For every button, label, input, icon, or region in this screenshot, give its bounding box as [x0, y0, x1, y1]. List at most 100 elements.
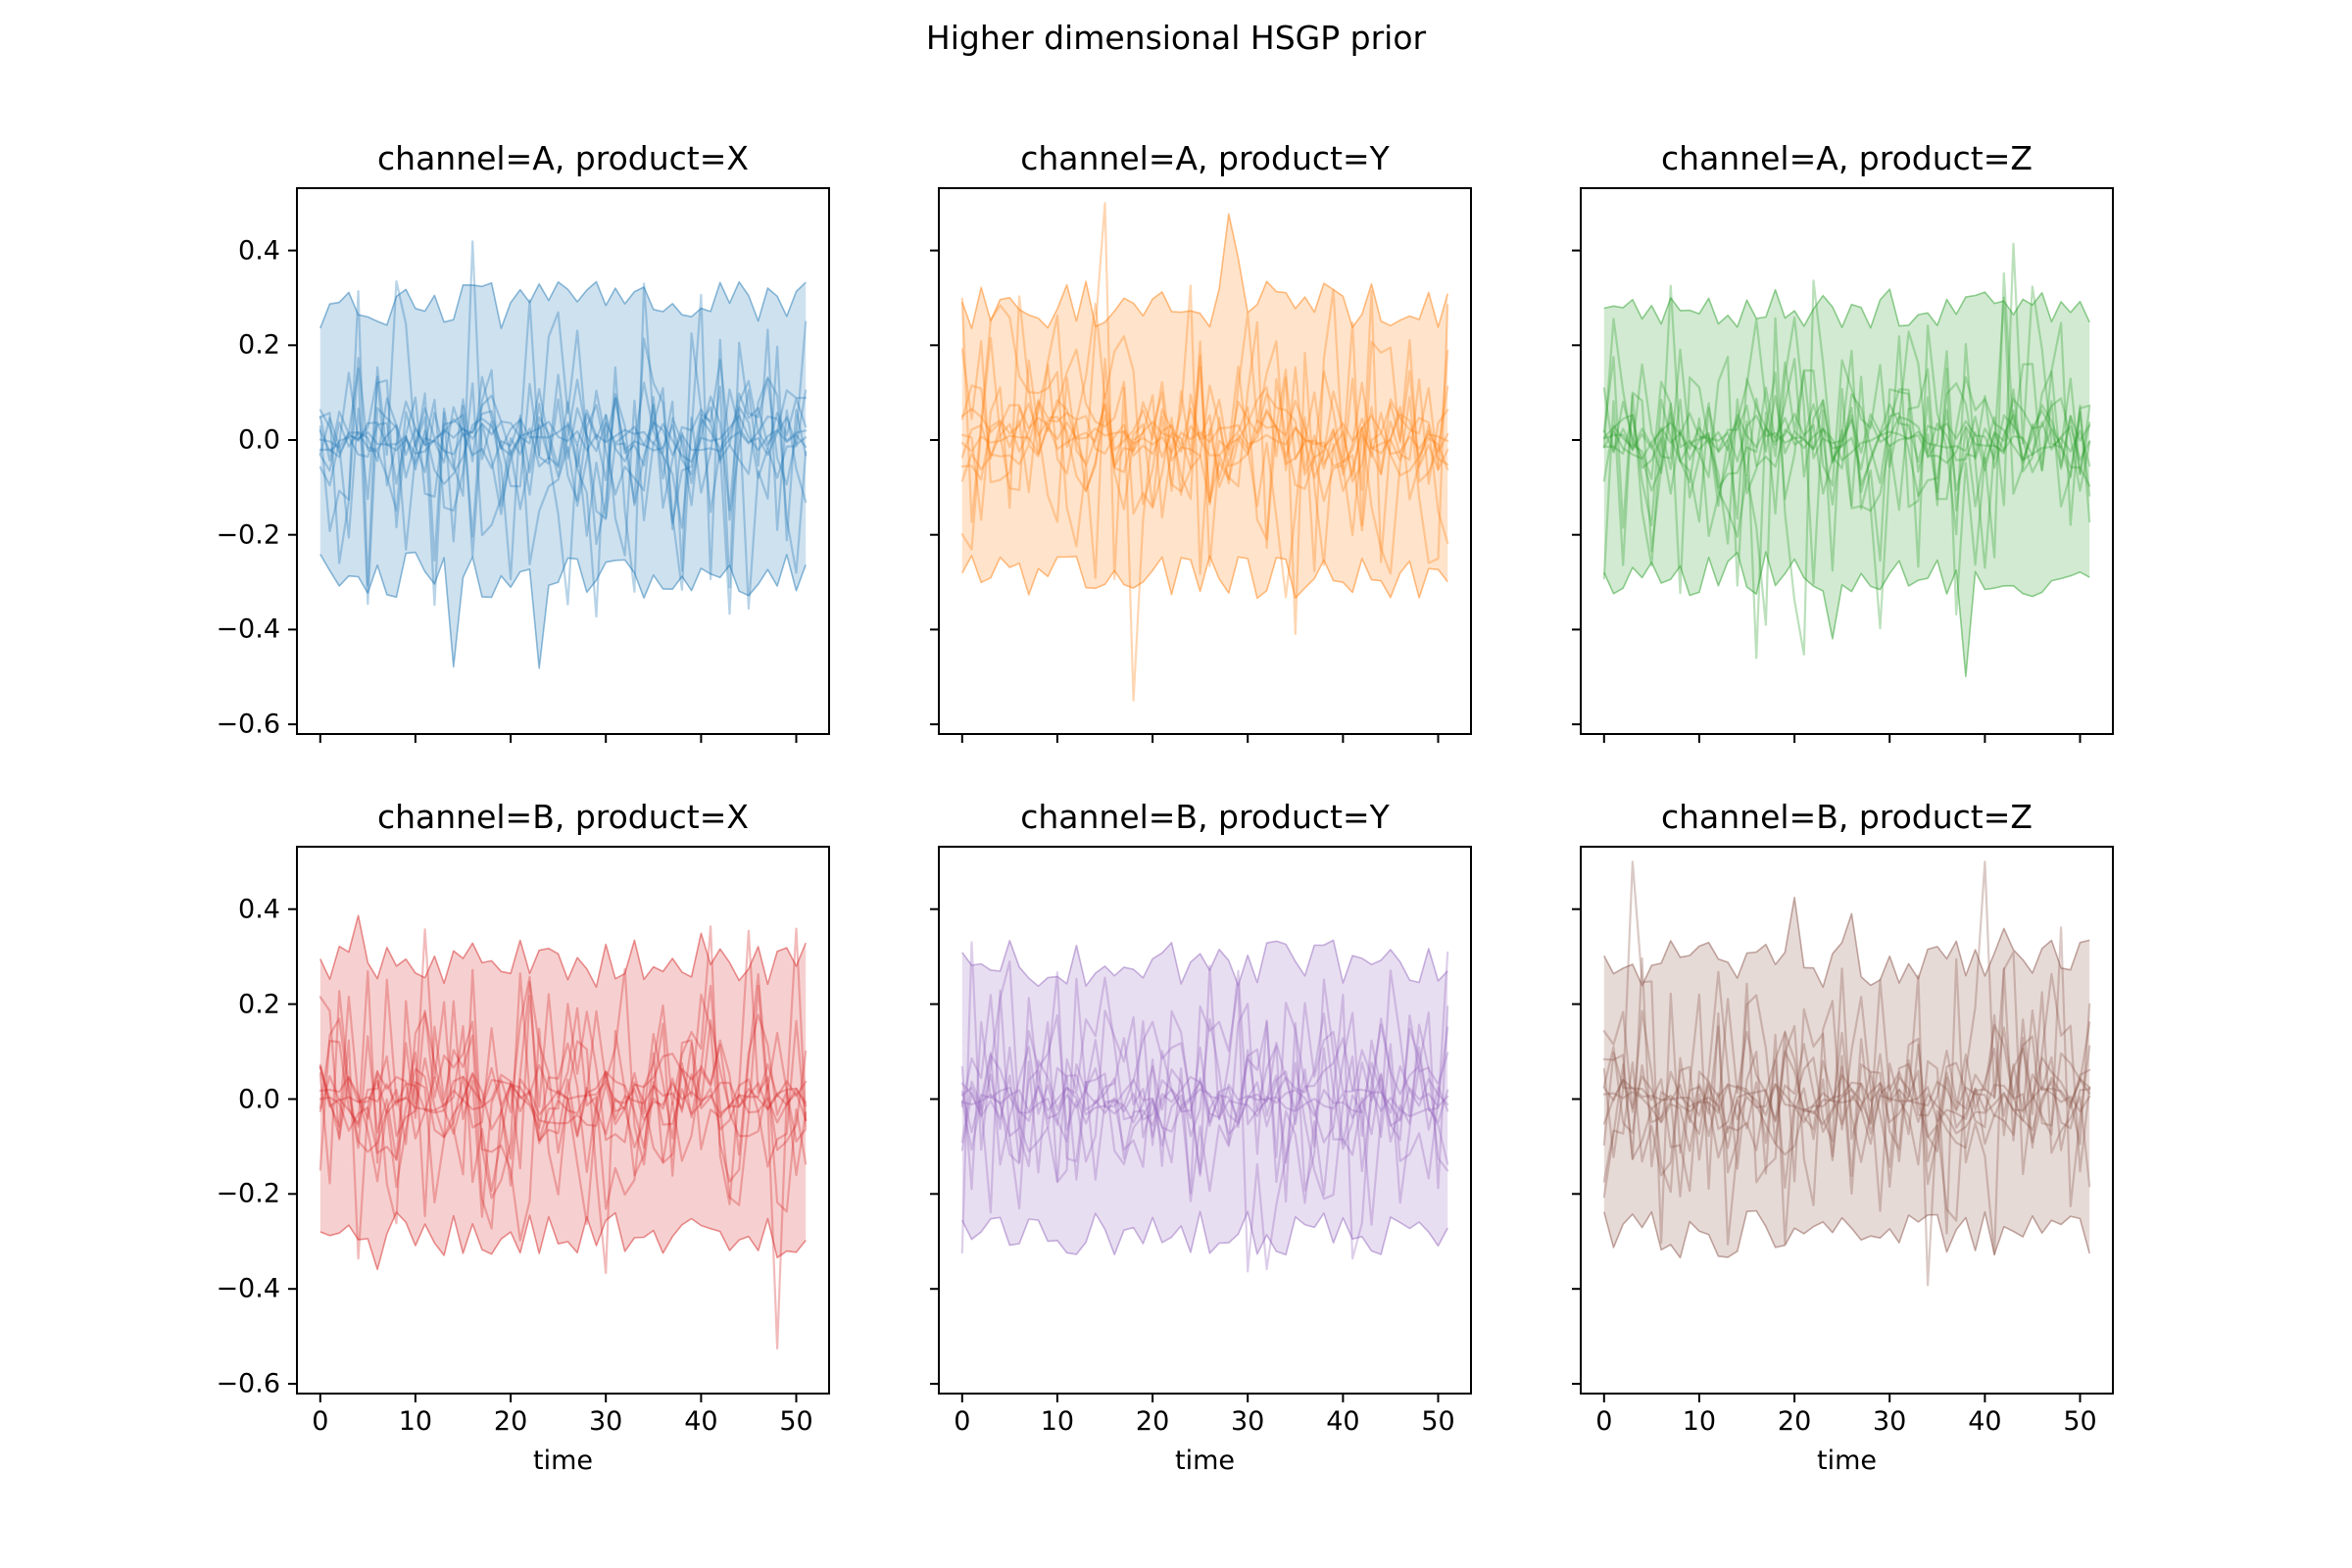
hdi-band-edge	[1603, 551, 2090, 678]
axes-spines	[938, 187, 1472, 735]
hdi-band-edge	[319, 914, 807, 988]
sample-line	[318, 927, 808, 1349]
sample-line	[960, 284, 1449, 636]
hdi-band-edge	[961, 1210, 1448, 1256]
facet-plot-svg	[288, 187, 830, 743]
sample-line	[960, 381, 1449, 488]
x-axis-label: time	[1174, 1446, 1236, 1476]
sample-line	[1602, 1073, 2091, 1135]
sample-line	[960, 391, 1449, 509]
x-axis-label: time	[532, 1446, 594, 1476]
hdi-band-edge	[961, 555, 1448, 600]
sample-line	[318, 240, 808, 606]
sample-line	[960, 1079, 1449, 1122]
x-tick-label: 40	[1326, 1406, 1360, 1437]
facet-plot-svg	[930, 846, 1472, 1402]
x-tick-label: 20	[1777, 1406, 1812, 1437]
sample-line	[1602, 386, 2091, 495]
x-tick-label: 10	[1682, 1406, 1717, 1437]
y-tick-label: 0.2	[238, 989, 280, 1020]
sample-line	[1602, 387, 2091, 523]
sample-line	[318, 1042, 808, 1151]
hdi-band	[1603, 289, 2090, 677]
sample-line	[960, 951, 1449, 1226]
hdi-band-edge	[319, 551, 807, 669]
axes-spines	[296, 187, 830, 735]
sample-line	[318, 280, 808, 615]
sample-line	[318, 972, 808, 1210]
sample-line	[960, 364, 1449, 504]
x-tick-label: 0	[312, 1406, 329, 1437]
x-tick-label: 20	[493, 1406, 528, 1437]
sample-line	[318, 975, 808, 1218]
facet-title: channel=B, product=Y	[1020, 798, 1390, 836]
sample-line	[960, 994, 1449, 1260]
sample-line	[960, 378, 1449, 537]
sample-line	[1602, 1024, 2091, 1163]
hdi-band-edge	[319, 1211, 807, 1271]
sample-line	[318, 299, 808, 591]
sample-line	[1602, 967, 2091, 1190]
y-tick-label: 0.4	[238, 894, 280, 925]
axes-spines	[1580, 846, 2114, 1395]
sample-line	[1602, 318, 2091, 537]
hdi-band-edge	[1603, 1209, 2090, 1259]
x-tick-label: 30	[1873, 1406, 1907, 1437]
sample-line	[960, 202, 1449, 702]
sample-line	[318, 415, 808, 464]
facet-panel-channel-B-product-Z: channel=B, product=Z time 0 10 20 30 40 50	[1572, 798, 2114, 1474]
sample-line	[960, 1037, 1449, 1160]
hdi-band-edge	[961, 213, 1448, 329]
x-tick-label: 50	[2063, 1406, 2097, 1437]
x-tick-label: 30	[1231, 1406, 1265, 1437]
sample-line	[1602, 414, 2091, 465]
sample-line	[1602, 279, 2091, 656]
sample-line	[1602, 998, 2091, 1183]
sample-line	[960, 1012, 1449, 1166]
hdi-band	[319, 915, 807, 1270]
hdi-band-edge	[319, 280, 807, 329]
axes-spines	[938, 846, 1472, 1395]
y-tick-label: −0.6	[216, 709, 280, 740]
y-tick-label: 0.0	[238, 424, 280, 456]
x-tick-label: 50	[779, 1406, 813, 1437]
sample-line	[1602, 403, 2091, 467]
sample-line	[318, 1027, 808, 1187]
sample-line	[960, 977, 1449, 1204]
hdi-band	[1603, 897, 2090, 1258]
sample-line	[318, 389, 808, 507]
sample-line	[960, 289, 1449, 567]
sample-line	[1602, 956, 2091, 1256]
sample-line	[1602, 1080, 2091, 1124]
facet-panel-channel-A-product-Z: channel=A, product=Z	[1572, 139, 2114, 743]
hdi-band	[961, 940, 1448, 1255]
sample-line	[318, 925, 808, 1230]
sample-line	[960, 414, 1449, 456]
sample-line	[318, 1066, 808, 1124]
facet-plot-svg	[1572, 187, 2114, 743]
y-tick-label: −0.4	[216, 1273, 280, 1304]
sample-line	[960, 1061, 1449, 1134]
sample-line	[318, 967, 808, 1200]
facet-panel-channel-B-product-Y: channel=B, product=Y time 0 10 20 30 40 50	[930, 798, 1472, 1474]
sample-line	[960, 312, 1449, 532]
sample-line	[1602, 860, 2091, 1245]
hdi-band	[961, 214, 1448, 599]
hdi-band-edge	[1603, 897, 2090, 989]
sample-line	[1602, 242, 2091, 595]
x-tick-label: 30	[589, 1406, 623, 1437]
sample-line	[1602, 970, 2091, 1287]
hdi-band	[319, 281, 807, 668]
facet-plot-svg	[288, 846, 830, 1402]
sample-line	[318, 409, 808, 469]
y-tick-label: −0.4	[216, 613, 280, 645]
facet-title: channel=B, product=Z	[1660, 798, 2034, 836]
axes-spines	[1580, 187, 2114, 735]
x-tick-label: 0	[1595, 1406, 1613, 1437]
sample-line	[1602, 271, 2091, 660]
y-tick-label: 0.4	[238, 235, 280, 267]
facet-panel-channel-B-product-X: channel=B, product=X time 0.4 0.2 0.0 −0.2 −…	[216, 798, 830, 1474]
sample-line	[1602, 1026, 2091, 1193]
sample-line	[1602, 398, 2091, 487]
y-tick-label: −0.2	[216, 1178, 280, 1209]
